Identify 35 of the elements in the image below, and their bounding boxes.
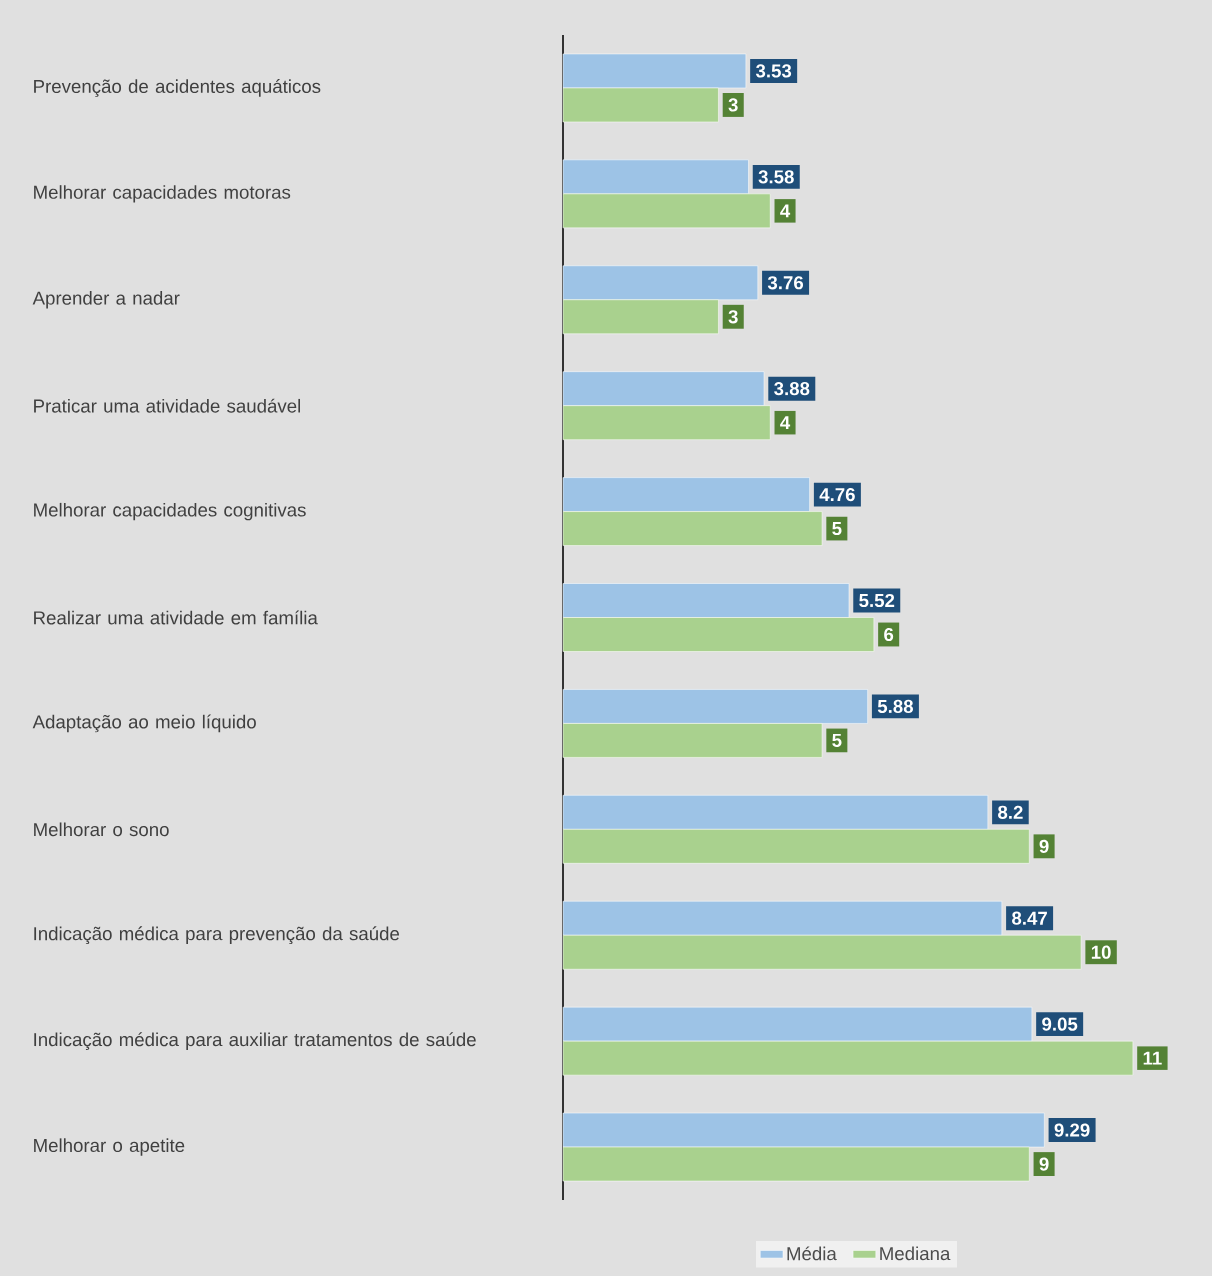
y-tick-label: Melhorar capacidades cognitivas xyxy=(34,502,306,521)
data-label: 9 xyxy=(1039,1157,1049,1171)
data-label: 10 xyxy=(1091,945,1111,959)
y-tick-label: Indicação médica para prevenção da saúde xyxy=(34,926,400,945)
data-label: 5 xyxy=(832,522,842,536)
y-tick-label: Melhorar o apetite xyxy=(34,1138,185,1156)
data-label: 5.52 xyxy=(859,593,895,608)
y-tick-label: Prevenção de acidentes aquáticos xyxy=(34,79,321,97)
legend-label: Mediana xyxy=(880,1246,951,1261)
data-label: 3.88 xyxy=(774,382,810,396)
data-label: 8.47 xyxy=(1012,911,1047,925)
data-label: 4 xyxy=(780,204,791,218)
data-label: 3 xyxy=(728,98,738,112)
data-label: 11 xyxy=(1143,1051,1162,1065)
y-tick-label: Melhorar capacidades motoras xyxy=(34,185,291,203)
data-label: 5 xyxy=(832,733,842,747)
y-tick-label: Realizar uma atividade em família xyxy=(34,610,318,625)
data-label: 9.29 xyxy=(1054,1123,1090,1137)
y-tick-label: Indicação médica para auxiliar tratamentos de saúde xyxy=(34,1032,476,1050)
data-label: 8.2 xyxy=(998,805,1023,819)
y-tick-label: Melhorar o sono xyxy=(34,822,169,837)
data-label: 9 xyxy=(1039,839,1049,853)
y-tick-label: Aprender a nadar xyxy=(32,291,180,309)
data-label: 6 xyxy=(884,627,894,642)
legend-label: Média xyxy=(787,1246,837,1261)
data-label: 5.88 xyxy=(877,699,913,714)
data-label: 3.76 xyxy=(767,276,804,290)
data-label: 9.05 xyxy=(1042,1017,1078,1031)
data-label: 4 xyxy=(780,416,791,430)
data-label: 3.58 xyxy=(758,170,794,184)
data-label: 4.76 xyxy=(819,487,855,502)
data-label: 3.53 xyxy=(755,64,792,78)
y-tick-label: Praticar uma atividade saudável xyxy=(34,398,301,413)
data-label: 3 xyxy=(728,310,738,324)
y-tick-label: Adaptação ao meio líquido xyxy=(32,714,256,733)
